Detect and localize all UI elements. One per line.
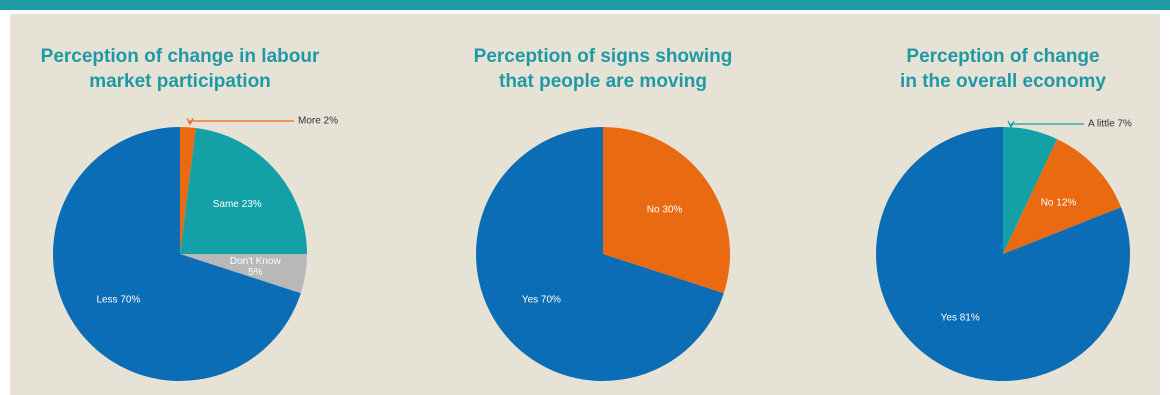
pie-svg: More 2% Same 23% Don't Know 5% Less 70% [52,116,338,382]
pie-svg: No 30% Yes 70% [475,127,730,382]
callout-label-more-2: More 2% [298,116,338,127]
slice-label-no-12: No 12% [1041,197,1077,208]
callout-line [189,120,294,124]
slice-label-yes-70: Yes 70% [522,294,561,305]
chart-title-line: in the overall economy [900,71,1106,92]
pie-slice-more-2 [180,127,196,254]
header-bar [0,0,1170,10]
slice-label-no-30: No 30% [647,205,683,216]
pie-slice-same-23 [180,128,307,254]
chart-title-line: Perception of change [906,46,1100,67]
pie-slice-no-12 [1003,139,1122,254]
chart-title-line: market participation [89,71,271,92]
slice-label-same-23: Same 23% [213,199,262,210]
pie-slice-no-30 [603,127,730,294]
pie-slice-yes-81 [875,127,1130,382]
pie-slice-less-70 [52,127,301,382]
pie-chart-people-moving: Perception of signs showing that people … [433,14,773,395]
chart-title: Perception of change in labour market pa… [10,44,350,94]
slice-label-yes-81: Yes 81% [941,313,980,324]
slice-label-less-70: Less 70% [96,294,140,305]
pie-svg: A little 7% No 12% Yes 81% [875,119,1132,382]
chart-title-line: Perception of signs showing [473,46,733,67]
callout-label-a-little-7: A little 7% [1088,119,1132,130]
callout-arrow-icon [186,117,194,126]
callout-arrow-icon [1007,120,1015,129]
chart-title-line: that people are moving [499,71,707,92]
chart-title: Perception of signs showing that people … [433,44,773,94]
pie-chart-overall-economy: Perception of change in the overall econ… [833,14,1170,395]
slice-label-don-t-know-5: Don't Know 5% [230,256,282,278]
pie-slice-a-little-7 [1003,127,1058,254]
pie-chart-labour-market: Perception of change in labour market pa… [10,14,350,395]
chart-title-line: Perception of change in labour [40,46,320,67]
pie-slice-don-t-know-5 [180,254,307,294]
chart-title: Perception of change in the overall econ… [833,44,1170,94]
pie-slice-yes-70 [475,127,724,382]
callout-line [1010,123,1084,127]
